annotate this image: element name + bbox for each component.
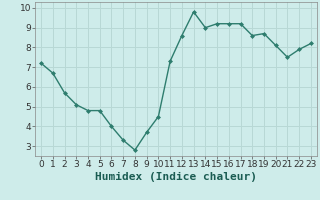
X-axis label: Humidex (Indice chaleur): Humidex (Indice chaleur) <box>95 172 257 182</box>
